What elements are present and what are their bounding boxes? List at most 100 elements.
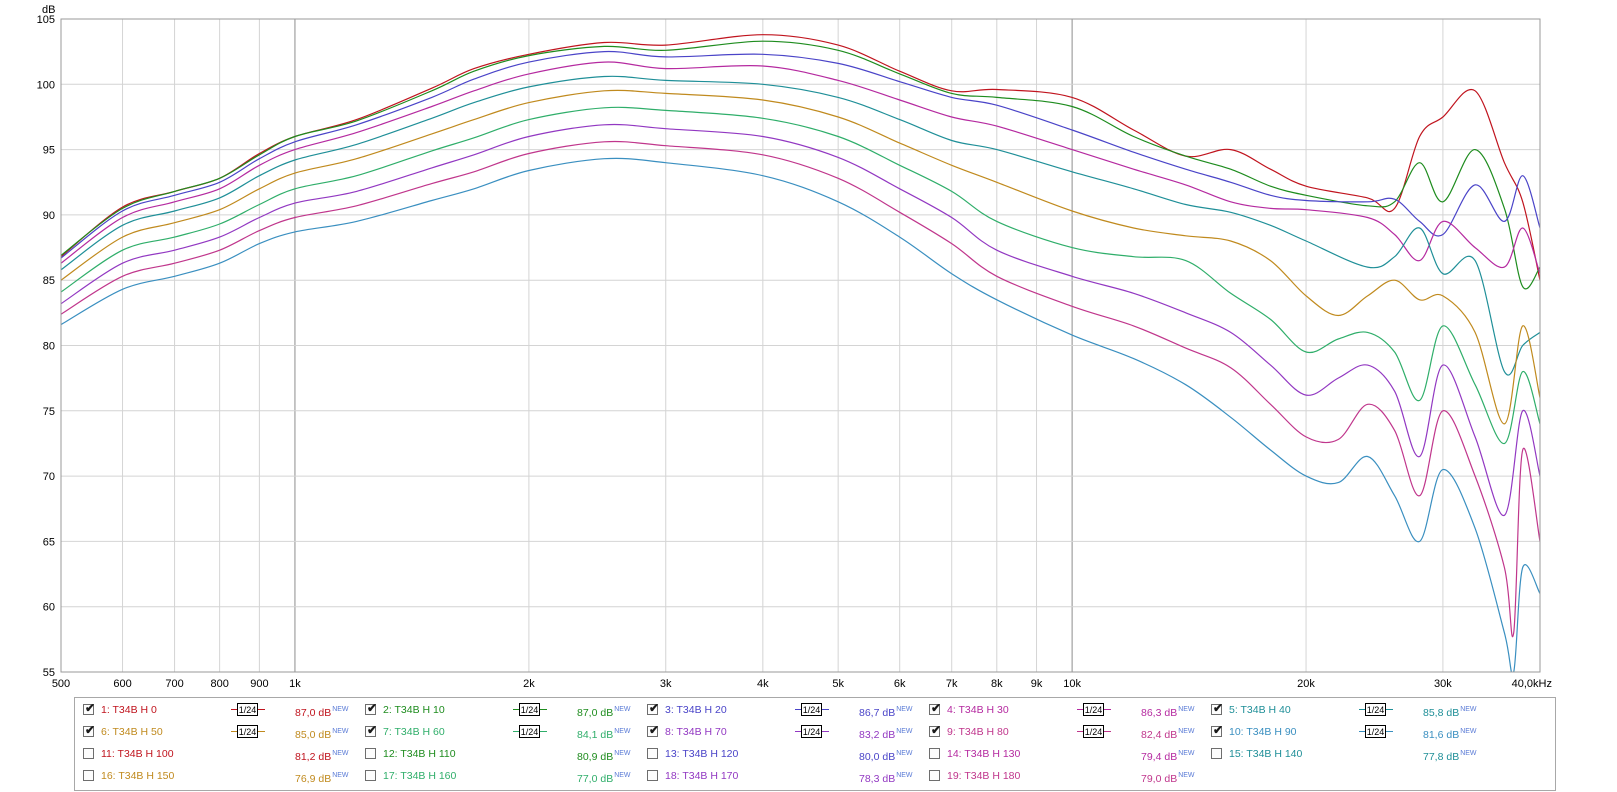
- legend-entry-2: ✔ 2: T34B H 10 1/24 87,0 dBNEW: [365, 700, 635, 720]
- curve-h30[interactable]: [61, 61, 1540, 274]
- x-tick-label: 500: [52, 678, 70, 690]
- x-tick-label: 7k: [946, 678, 958, 690]
- smoothing-label: 1/24: [519, 725, 540, 738]
- smoothing-button[interactable]: 1/24: [1077, 703, 1111, 717]
- legend-entry-8: ✔ 8: T34B H 70 1/24 83,2 dBNEW: [647, 722, 917, 742]
- x-tick-label: 6k: [894, 678, 906, 690]
- legend-entry-4: ✔ 4: T34B H 30 1/24 86,3 dBNEW: [929, 700, 1199, 720]
- checkmark-icon: ✔: [1213, 701, 1224, 715]
- curve-h20[interactable]: [61, 50, 1540, 259]
- legend-checkbox-1[interactable]: ✔: [83, 701, 95, 715]
- new-badge: NEW: [896, 706, 913, 713]
- smoothing-button[interactable]: 1/24: [1359, 703, 1393, 717]
- new-badge: NEW: [1178, 772, 1195, 779]
- smoothing-button[interactable]: 1/24: [795, 703, 829, 717]
- smoothing-button[interactable]: 1/24: [231, 703, 265, 717]
- legend-checkbox-16[interactable]: [83, 770, 94, 781]
- checkmark-icon: ✔: [649, 701, 660, 715]
- new-badge: NEW: [614, 728, 631, 735]
- y-axis-unit-label: dB: [42, 4, 55, 16]
- curve-h90[interactable]: [61, 157, 1540, 674]
- smoothing-button[interactable]: 1/24: [795, 725, 829, 739]
- smoothing-label: 1/24: [519, 703, 540, 716]
- legend-level: 79,4 dBNEW: [1141, 750, 1195, 763]
- x-tick-label: 8k: [991, 678, 1003, 690]
- legend-checkbox-5[interactable]: ✔: [1211, 701, 1223, 715]
- curve-h70[interactable]: [61, 123, 1540, 516]
- smoothing-button[interactable]: 1/24: [1359, 725, 1393, 739]
- checkmark-icon: ✔: [931, 701, 942, 715]
- legend-level: 84,1 dBNEW: [577, 728, 631, 741]
- checkmark-icon: ✔: [85, 723, 96, 737]
- smoothing-button[interactable]: 1/24: [513, 703, 547, 717]
- legend-checkbox-15[interactable]: [1211, 748, 1222, 759]
- legend-label: 9: T34B H 80: [947, 726, 1009, 738]
- x-tick-label: 9k: [1031, 678, 1043, 690]
- legend-checkbox-19[interactable]: [929, 770, 940, 781]
- smoothing-label: 1/24: [801, 725, 822, 738]
- legend-entry-12: 12: T34B H 110 80,9 dBNEW: [365, 744, 635, 764]
- legend-checkbox-18[interactable]: [647, 770, 658, 781]
- curve-h60[interactable]: [61, 106, 1540, 445]
- legend-checkbox-9[interactable]: ✔: [929, 723, 941, 737]
- new-badge: NEW: [896, 772, 913, 779]
- legend-entry-18: 18: T34B H 170 78,3 dBNEW: [647, 766, 917, 786]
- legend-checkbox-13[interactable]: [647, 748, 658, 759]
- smoothing-label: 1/24: [237, 703, 258, 716]
- checkmark-icon: ✔: [649, 723, 660, 737]
- x-tick-label: 10k: [1063, 678, 1081, 690]
- new-badge: NEW: [332, 750, 349, 757]
- legend-checkbox-10[interactable]: ✔: [1211, 723, 1223, 737]
- legend-checkbox-8[interactable]: ✔: [647, 723, 659, 737]
- smoothing-button[interactable]: 1/24: [231, 725, 265, 739]
- legend-label: 5: T34B H 40: [1229, 704, 1291, 716]
- legend-checkbox-3[interactable]: ✔: [647, 701, 659, 715]
- y-tick-label: 105: [37, 14, 55, 26]
- legend-label: 10: T34B H 90: [1229, 726, 1297, 738]
- legend-label: 11: T34B H 100: [101, 748, 174, 760]
- legend-checkbox-12[interactable]: [365, 748, 376, 759]
- legend-label: 18: T34B H 170: [665, 770, 739, 782]
- curves: [61, 34, 1540, 674]
- legend-entry-7: ✔ 7: T34B H 60 1/24 84,1 dBNEW: [365, 722, 635, 742]
- legend-checkbox-4[interactable]: ✔: [929, 701, 941, 715]
- legend-level: 81,2 dBNEW: [295, 750, 349, 763]
- new-badge: NEW: [1460, 706, 1477, 713]
- frequency-response-chart[interactable]: 500 600 700 800 900 1k 2k 3k 4k 5k 6k 7k 8k 9k 10k 20k 3…: [0, 0, 1617, 700]
- legend-entry-1: ✔ 1: T34B H 0 1/24 87,0 dBNEW: [83, 700, 353, 720]
- curve-h50[interactable]: [61, 89, 1540, 425]
- legend-level: 80,0 dBNEW: [859, 750, 913, 763]
- new-badge: NEW: [332, 772, 349, 779]
- y-tick-label: 60: [43, 602, 55, 614]
- y-tick-label: 55: [43, 667, 55, 679]
- legend-checkbox-14[interactable]: [929, 748, 940, 759]
- legend-level: 78,3 dBNEW: [859, 772, 913, 785]
- legend-checkbox-7[interactable]: ✔: [365, 723, 377, 737]
- curve-h80[interactable]: [61, 140, 1540, 637]
- plot-frame: [60, 18, 1541, 673]
- legend-label: 14: T34B H 130: [947, 748, 1021, 760]
- legend-panel: ✔ 1: T34B H 0 1/24 87,0 dBNEW ✔ 2: T34B H 10 1…: [74, 697, 1556, 791]
- legend-checkbox-2[interactable]: ✔: [365, 701, 377, 715]
- x-tick-label: 900: [250, 678, 268, 690]
- smoothing-label: 1/24: [1083, 703, 1104, 716]
- legend-checkbox-17[interactable]: [365, 770, 376, 781]
- new-badge: NEW: [896, 728, 913, 735]
- checkmark-icon: ✔: [931, 723, 942, 737]
- curve-h40[interactable]: [61, 75, 1540, 376]
- new-badge: NEW: [614, 750, 631, 757]
- new-badge: NEW: [1178, 706, 1195, 713]
- legend-checkbox-6[interactable]: ✔: [83, 723, 95, 737]
- legend-entry-9: ✔ 9: T34B H 80 1/24 82,4 dBNEW: [929, 722, 1199, 742]
- legend-label: 1: T34B H 0: [101, 704, 157, 716]
- smoothing-button[interactable]: 1/24: [1077, 725, 1111, 739]
- legend-level: 76,9 dBNEW: [295, 772, 349, 785]
- curve-h10[interactable]: [61, 40, 1540, 290]
- x-axis: 500 600 700 800 900 1k 2k 3k 4k 5k 6k 7k 8k 9k 10k 20k 3…: [52, 678, 1552, 690]
- new-badge: NEW: [1178, 750, 1195, 757]
- legend-checkbox-11[interactable]: [83, 748, 94, 759]
- legend-label: 3: T34B H 20: [665, 704, 727, 716]
- smoothing-label: 1/24: [237, 725, 258, 738]
- legend-entry-16: 16: T34B H 150 76,9 dBNEW: [83, 766, 353, 786]
- smoothing-button[interactable]: 1/24: [513, 725, 547, 739]
